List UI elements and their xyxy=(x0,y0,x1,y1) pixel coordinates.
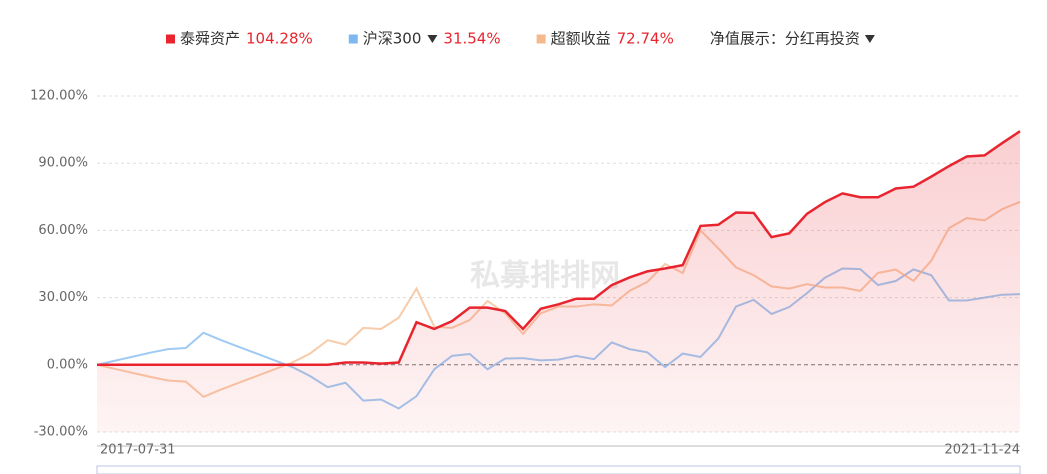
display-mode-value[interactable]: 分红再投资 xyxy=(785,30,860,48)
legend-value: 31.54% xyxy=(443,30,500,48)
dropdown-arrow[interactable] xyxy=(427,35,438,43)
y-tick-label: -30.00% xyxy=(34,425,88,440)
y-tick-label: 60.00% xyxy=(38,223,88,238)
area xyxy=(97,131,1020,432)
legend-label[interactable]: 泰舜资产 xyxy=(180,30,240,48)
y-tick-label: 90.00% xyxy=(38,156,88,171)
legend-label[interactable]: 沪深300 xyxy=(363,30,422,48)
y-tick-label: 30.00% xyxy=(38,290,88,305)
legend-swatch[interactable] xyxy=(536,34,546,44)
legend-swatch[interactable] xyxy=(348,34,358,44)
display-mode-label: 净值展示： xyxy=(710,30,785,48)
legend-swatch[interactable] xyxy=(166,34,175,44)
x-tick-label: 2021-11-24 xyxy=(944,443,1020,458)
dropdown-arrow[interactable] xyxy=(864,35,875,43)
y-tick-label: 120.00% xyxy=(30,89,88,104)
x-tick-label: 2017-07-31 xyxy=(100,443,176,458)
legend-label[interactable]: 超额收益 xyxy=(551,30,611,48)
legend-value: 72.74% xyxy=(617,30,674,48)
zoom-slider[interactable] xyxy=(96,465,1021,474)
y-tick-label: 0.00% xyxy=(47,357,88,372)
series-line xyxy=(97,130,1021,367)
watermark: 私募排排网 xyxy=(470,259,620,294)
legend-value: 104.28% xyxy=(246,30,313,48)
